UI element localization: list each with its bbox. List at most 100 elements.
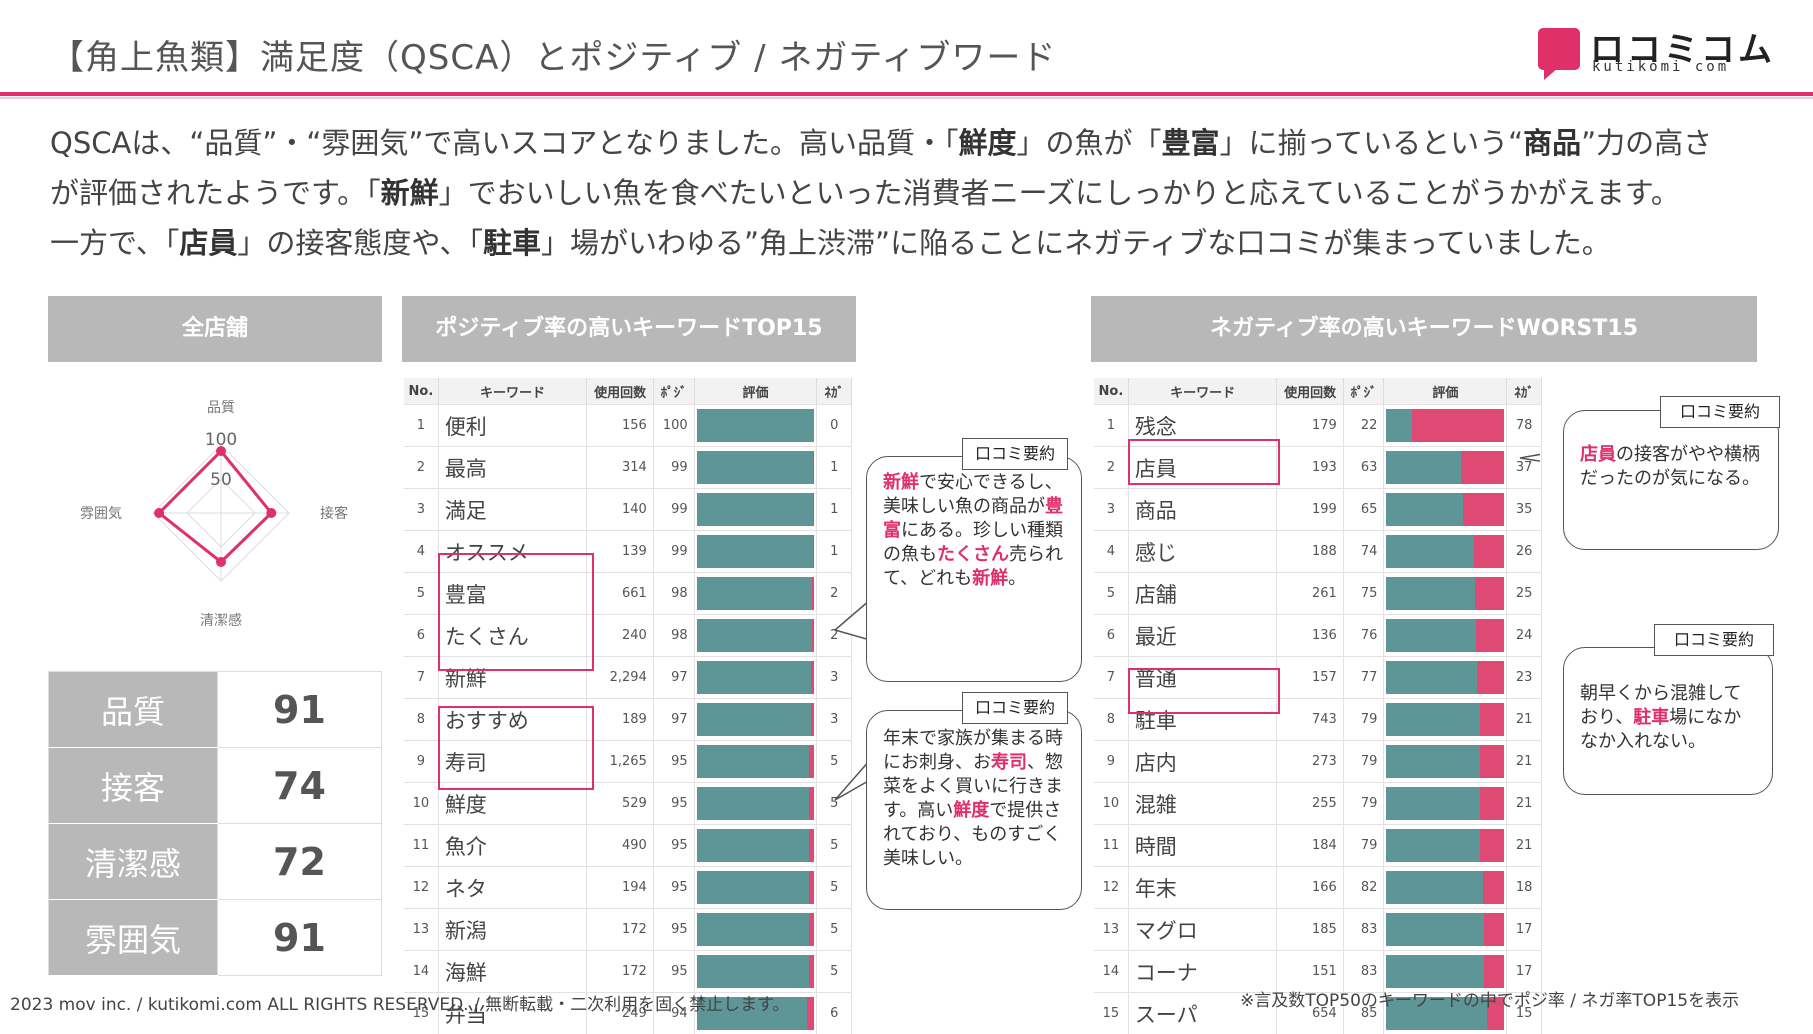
row-eval-bar: [694, 783, 817, 825]
row-keyword: 海鮮: [438, 951, 587, 993]
negative-bar-segment: [813, 535, 814, 568]
row-posi: 95: [653, 909, 694, 951]
row-posi: 95: [653, 741, 694, 783]
positive-bar-segment: [1386, 871, 1483, 904]
section-header-all-stores: 全店舗: [48, 296, 382, 362]
radar-axis-label: 雰囲気: [80, 506, 122, 522]
positive-bar-segment: [1386, 913, 1484, 946]
header-rule: [0, 92, 1813, 96]
positive-bar-segment: [697, 577, 812, 610]
row-count: 140: [587, 489, 654, 531]
row-posi: 95: [653, 825, 694, 867]
radar-series-shape: [159, 451, 271, 562]
row-count: 1,265: [587, 741, 654, 783]
positive-bar-segment: [697, 493, 814, 526]
row-count: 184: [1277, 825, 1343, 867]
positive-bar-segment: [697, 619, 812, 652]
row-no: 4: [404, 531, 438, 573]
row-nega: 6: [817, 993, 852, 1034]
logo-icon: [1538, 28, 1580, 70]
negative-bar-segment: [807, 997, 814, 1030]
logo-subtext: kutikomi com: [1592, 59, 1729, 75]
positive-bar-segment: [697, 661, 811, 694]
positive-bar-segment: [697, 409, 815, 442]
row-eval-bar: [694, 909, 817, 951]
row-keyword: 時間: [1128, 825, 1277, 867]
review-summary-tag: 口コミ要約: [962, 438, 1068, 470]
positive-bar-segment: [697, 703, 811, 736]
row-eval-bar: [694, 699, 817, 741]
negative-bar-segment: [1484, 955, 1504, 988]
radar-point: [154, 508, 164, 518]
review-summary-tag: 口コミ要約: [1654, 624, 1774, 656]
row-nega: 17: [1507, 909, 1542, 951]
score-label: 接客: [49, 748, 218, 824]
review-summary-bubble: 新鮮で安心できるし、美味しい魚の商品が豊富にある。珍しい種類の魚もたくさん売られ…: [866, 456, 1082, 682]
score-label: 雰囲気: [49, 900, 218, 976]
row-no: 10: [404, 783, 438, 825]
row-count: 189: [587, 699, 654, 741]
row-nega: 21: [1507, 825, 1542, 867]
review-summary-tag: 口コミ要約: [1660, 396, 1780, 428]
row-eval-bar: [694, 657, 817, 699]
section-header-positive: ポジティブ率の高いキーワードTOP15: [402, 296, 856, 362]
row-posi: 95: [653, 867, 694, 909]
row-eval-bar: [1384, 825, 1507, 867]
radar-tick-label: 50: [210, 470, 232, 490]
row-posi: 82: [1343, 867, 1384, 909]
row-count: 139: [587, 531, 654, 573]
row-nega: 5: [817, 909, 852, 951]
negative-bar-segment: [813, 451, 814, 484]
negative-bar-segment: [812, 577, 814, 610]
review-summary-bubble: 年末で家族が集まる時にお刺身、お寿司、惣菜をよく買いに行きます。高い鮮度で提供さ…: [866, 710, 1082, 910]
row-keyword: 最高: [438, 447, 587, 489]
row-nega: 5: [817, 951, 852, 993]
header-rule-shadow: [0, 97, 1813, 99]
radar-chart: 品質 接客 清潔感 雰囲気 100 50: [48, 385, 382, 635]
radar-axis-label: 品質: [207, 400, 235, 416]
negative-bar-segment: [809, 745, 815, 778]
row-no: 5: [404, 573, 438, 615]
row-count: 529: [587, 783, 654, 825]
row-keyword: 新潟: [438, 909, 587, 951]
score-value: 74: [218, 748, 382, 824]
score-label: 清潔感: [49, 824, 218, 900]
positive-bar-segment: [1386, 955, 1484, 988]
row-posi: 99: [653, 447, 694, 489]
row-keyword: ネタ: [438, 867, 587, 909]
row-posi: 97: [653, 657, 694, 699]
radar-tick-label: 100: [205, 430, 237, 450]
radar-point: [216, 557, 226, 567]
row-count: 240: [587, 615, 654, 657]
row-no: 11: [404, 825, 438, 867]
negative-bar-segment: [809, 871, 815, 904]
row-count: 490: [587, 825, 654, 867]
row-no: 6: [404, 615, 438, 657]
page-title: 【角上魚類】満足度（QSCA）とポジティブ / ネガティブワード: [50, 30, 1056, 79]
row-posi: 79: [1343, 825, 1384, 867]
row-no: 8: [404, 699, 438, 741]
row-no: 3: [404, 489, 438, 531]
negative-bar-segment: [1480, 829, 1505, 862]
radar-point: [266, 508, 276, 518]
negative-bar-segment: [1483, 871, 1504, 904]
col-eval: 評価: [694, 378, 817, 405]
row-posi: 99: [653, 531, 694, 573]
positive-bar-segment: [697, 913, 809, 946]
row-keyword: 便利: [438, 405, 587, 447]
row-eval-bar: [694, 615, 817, 657]
row-no: 13: [1094, 909, 1128, 951]
row-count: 156: [587, 405, 654, 447]
col-no: No.: [404, 378, 438, 405]
row-eval-bar: [694, 489, 817, 531]
row-no: 14: [1094, 951, 1128, 993]
row-count: 172: [587, 951, 654, 993]
